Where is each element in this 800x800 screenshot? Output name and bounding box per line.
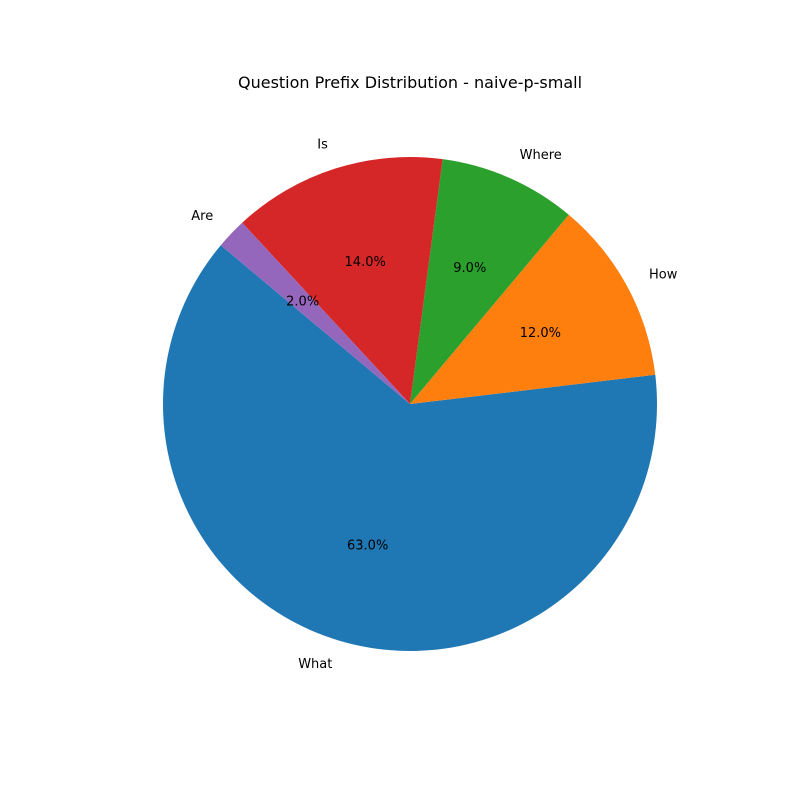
pct-label-are: 2.0% xyxy=(286,294,319,309)
pie-slices xyxy=(163,156,658,652)
pct-label-is: 14.0% xyxy=(345,255,386,270)
pct-label-how: 12.0% xyxy=(520,326,561,341)
pie-slice-what xyxy=(163,245,658,652)
pie-slice-are xyxy=(220,222,410,404)
pie-slice-how xyxy=(410,214,656,404)
slice-label-are: Are xyxy=(191,209,213,224)
slice-label-what: What xyxy=(298,657,332,672)
slice-label-how: How xyxy=(649,267,678,282)
chart-title: Question Prefix Distribution - naive-p-s… xyxy=(238,73,582,92)
pie-slice-where xyxy=(410,159,569,404)
pct-label-where: 9.0% xyxy=(453,261,486,276)
pct-label-what: 63.0% xyxy=(347,539,388,554)
slice-label-is: Is xyxy=(317,138,328,153)
slice-label-where: Where xyxy=(520,148,562,163)
pie-labels: What 63.0% How 12.0% Where 9.0% Is 14.0% Are 2.0% xyxy=(191,138,677,672)
pie-slice-is xyxy=(242,156,443,404)
